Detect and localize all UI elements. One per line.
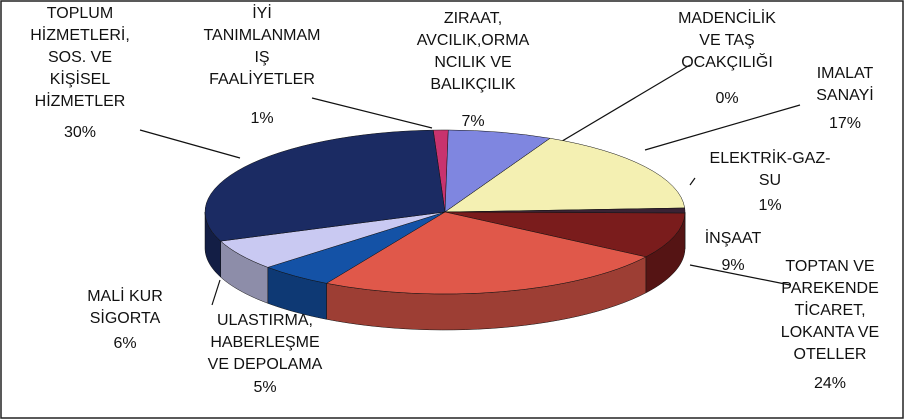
slice-label: MADENCİLİK VE TAŞ OCAKÇILIĞI: [678, 8, 776, 71]
leader-line: [689, 177, 696, 186]
slice-value-label: 5%: [253, 379, 276, 396]
slice-value-label: 9%: [721, 257, 744, 274]
leader-line: [139, 129, 241, 159]
slice-label: ULASTIRMA, HABERLEŞME VE DEPOLAMA: [208, 312, 323, 373]
slice-label: MALİ KUR SİGORTA: [87, 286, 163, 327]
slice-value-label: 6%: [113, 335, 136, 352]
slice: [444, 138, 685, 213]
slice-value-label: 1%: [250, 110, 273, 127]
pie-tops: [204, 129, 686, 295]
leader-line: [644, 104, 801, 151]
leader-line: [311, 97, 433, 129]
leader-line: [211, 279, 221, 306]
slice-value-label: 0%: [715, 90, 738, 107]
slice: [204, 129, 446, 242]
pie-sides: [204, 211, 686, 331]
slice-value-label: 24%: [814, 375, 846, 392]
slice: [444, 211, 686, 258]
slice-value-label: 1%: [758, 197, 781, 214]
slice-label: TOPLUM HİZMETLERİ, SOS. VE KİŞİSEL HİZMETLER: [30, 5, 130, 110]
slice-label: TOPTAN VE PAREKENDE TİCARET, LOKANTA VE OTEL…: [781, 258, 879, 363]
slice-label: IMALAT SANAYİ: [816, 65, 874, 104]
leader-line: [689, 264, 791, 286]
slice: [325, 211, 647, 295]
slice-value-label: 7%: [461, 113, 484, 130]
slice-label: ELEKTRİK-GAZ-SU: [710, 148, 831, 189]
slice-value-label: 17%: [829, 115, 861, 132]
slice-label: İYİ TANIMLANMAM IŞ FAALİYETLER: [203, 3, 320, 88]
slice-label: ZIRAAT, AVCILIK,ORMA NCILIK VE BALIKÇILIK: [417, 10, 530, 93]
slice-value-label: 30%: [64, 124, 96, 141]
leaders: [139, 64, 801, 306]
slice-label: İNŞAAT: [705, 228, 762, 247]
slice: [444, 129, 551, 213]
